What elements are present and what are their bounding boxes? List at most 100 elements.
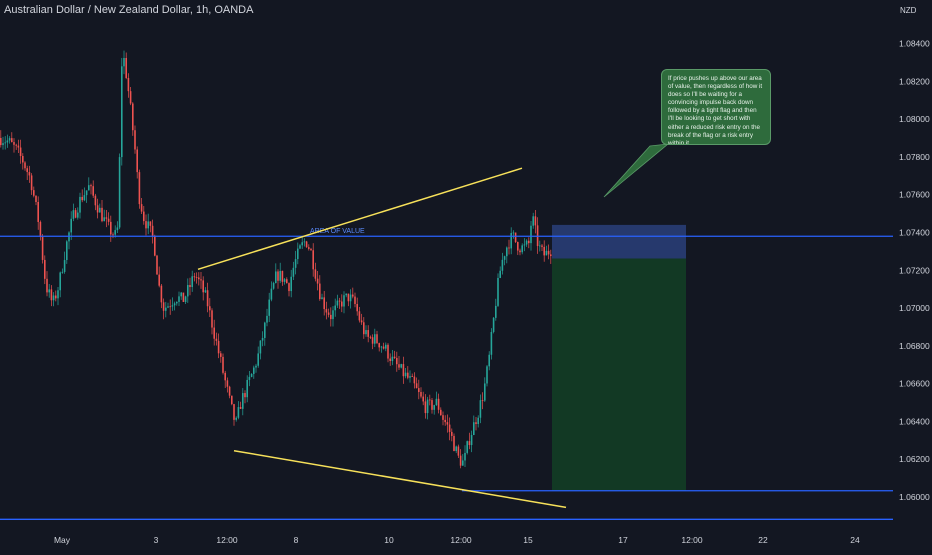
candle-body (266, 315, 268, 323)
candle-body (105, 217, 108, 219)
time-tick-label: 12:00 (450, 535, 472, 545)
candle-body (202, 280, 204, 293)
candle-body (528, 240, 530, 244)
candle-body (41, 237, 44, 260)
price-tick-label: 1.08400 (899, 39, 930, 49)
candle-body (481, 400, 484, 402)
callout-pointer (603, 143, 670, 198)
candle-body (420, 392, 422, 397)
candle-body (400, 364, 402, 368)
candle-body (435, 398, 438, 406)
candle-body (402, 364, 405, 377)
candle-body (279, 270, 281, 281)
candle-body (77, 212, 79, 218)
candle-body (85, 190, 88, 196)
candle-body (215, 338, 218, 341)
candle-body (424, 401, 427, 414)
candle-body (393, 356, 396, 359)
candle-body (352, 294, 354, 297)
candle-body (418, 388, 420, 393)
candle-body (475, 422, 477, 425)
candle-body (519, 250, 521, 253)
candle-body (325, 309, 328, 313)
price-tick-label: 1.07800 (899, 152, 930, 162)
candle-body (213, 327, 215, 339)
candle-body (389, 358, 391, 361)
candle-body (244, 393, 246, 398)
candle-body (510, 232, 512, 249)
price-tick-label: 1.07000 (899, 303, 930, 313)
candle-body (530, 225, 532, 244)
candle-body (37, 202, 39, 222)
candle-body (129, 91, 132, 104)
candle-body (138, 172, 141, 205)
candle-body (145, 221, 147, 229)
candle-body (237, 407, 240, 418)
time-tick-label: 3 (154, 535, 159, 545)
candle-body (132, 103, 134, 131)
candle-body (187, 285, 189, 297)
candle-body (341, 301, 343, 307)
candle-body (171, 305, 174, 307)
candle-body (312, 250, 314, 270)
candle-body (121, 66, 123, 158)
candle-body (376, 334, 378, 344)
candle-body (19, 147, 22, 156)
candle-body (358, 311, 361, 321)
candle-body (68, 232, 70, 242)
price-tick-label: 1.08200 (899, 76, 930, 86)
candle-body (204, 290, 207, 293)
candle-body (332, 310, 334, 320)
take-profit-zone (552, 258, 686, 491)
time-tick-label: 10 (384, 535, 394, 545)
candle-body (147, 221, 149, 229)
price-axis[interactable]: NZD 1.08400 1.08200 1.08000 1.07800 1.07600 1.… (899, 6, 930, 502)
candle-body (354, 296, 356, 305)
candle-body (118, 157, 121, 228)
candle-body (167, 306, 169, 308)
candle-body (514, 232, 517, 243)
drawings-group: AREA OF VALUE (0, 143, 893, 520)
candle-body (259, 340, 262, 354)
candle-body (545, 250, 548, 256)
candle-body (444, 419, 446, 423)
candle-body (398, 364, 400, 368)
candle-body (347, 293, 350, 302)
candle-body (233, 404, 235, 420)
candle-body (182, 292, 185, 302)
upper-trendline (197, 167, 523, 271)
candle-body (35, 195, 37, 203)
price-tick-label: 1.06800 (899, 341, 930, 351)
stop-loss-zone (552, 224, 686, 259)
candle-body (72, 210, 75, 219)
price-tick-label: 1.07600 (899, 190, 930, 200)
candle-body (211, 310, 213, 328)
candle-body (4, 142, 6, 144)
candle-body (292, 267, 295, 277)
area-of-value-label: AREA OF VALUE (310, 228, 365, 235)
candle-body (484, 383, 486, 401)
candle-body (442, 415, 444, 420)
callout-text: If price pushes up above our area of val… (668, 75, 763, 145)
callout-note[interactable]: If price pushes up above our area of val… (661, 69, 771, 145)
candle-body (396, 358, 398, 365)
price-tick-label: 1.07200 (899, 265, 930, 275)
candle-body (321, 297, 323, 300)
candle-body (264, 322, 266, 338)
candle-body (523, 244, 526, 246)
candle-body (242, 393, 244, 409)
candle-body (200, 279, 202, 281)
time-axis[interactable]: May 3 12:00 8 10 12:00 15 17 12:00 22 24 (54, 535, 860, 545)
candle-body (503, 256, 506, 260)
candle-body (314, 269, 317, 279)
candle-body (550, 254, 552, 257)
candle-body (506, 247, 508, 257)
candle-body (534, 216, 537, 226)
candle-body (52, 295, 55, 301)
candle-body (409, 376, 411, 378)
candle-body (446, 422, 449, 425)
candle-body (374, 334, 376, 344)
candle-body (380, 346, 383, 348)
